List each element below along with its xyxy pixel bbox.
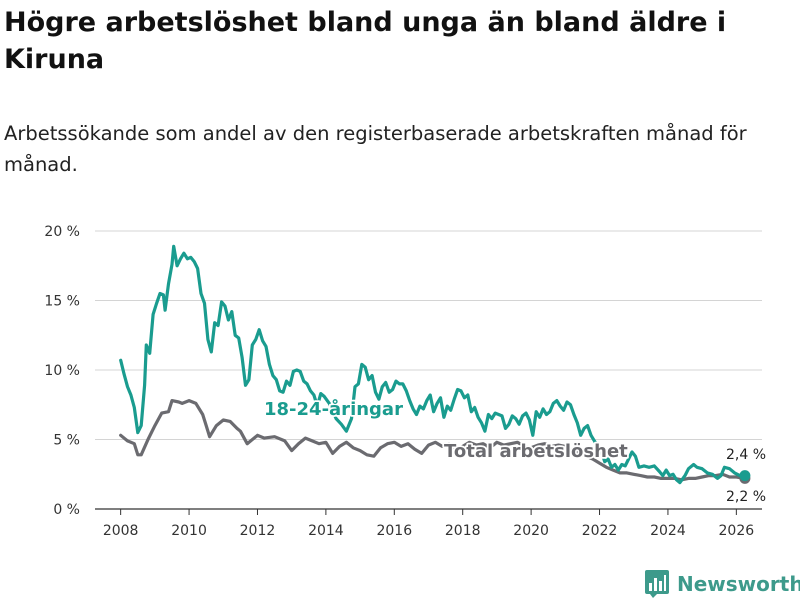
x-tick-label: 2020 [513,523,549,539]
axes: 0 % 5 % 10 % 15 % 20 % 2008 2010 2012 2014 2016 20… [44,224,762,539]
series-line-total [119,399,747,482]
series-label-total: Total arbetslöshet [444,441,628,462]
grid-lines [95,230,762,440]
x-tick-label: 2016 [376,523,412,539]
series-labels: Total arbetslöshet 18-24-åringar 2,4 % 2… [262,396,766,505]
y-tick-label: 0 % [53,502,80,518]
series-lines [119,244,751,485]
x-tick-label: 2022 [582,523,618,539]
series-label-youth: 18-24-åringar [264,398,403,420]
x-tick-label: 2024 [650,523,686,539]
x-tick-label: 2014 [308,523,344,539]
y-tick-label: 10 % [44,363,80,379]
series-line-youth [119,244,747,485]
y-tick-label: 15 % [44,294,80,310]
x-tick-label: 2026 [719,523,755,539]
end-value-total: 2,2 % [726,489,766,505]
x-tick-label: 2018 [445,523,481,539]
y-tick-label: 5 % [53,433,80,449]
end-value-youth: 2,4 % [726,447,766,463]
end-marker-youth [739,470,751,482]
newsworthy-logo[interactable]: Newsworthy [645,568,800,600]
y-tick-label: 20 % [44,224,80,240]
page-title: Högre arbetslöshet bland unga än bland ä… [4,7,727,75]
x-tick-label: 2012 [240,523,276,539]
brand-name: Newsworthy [677,572,800,596]
x-tick-label: 2010 [171,523,207,539]
x-tick-label: 2008 [103,523,139,539]
bar-chart-logo-icon [645,570,669,598]
chart-subtitle: Arbetssökande som andel av den registerb… [4,122,747,176]
